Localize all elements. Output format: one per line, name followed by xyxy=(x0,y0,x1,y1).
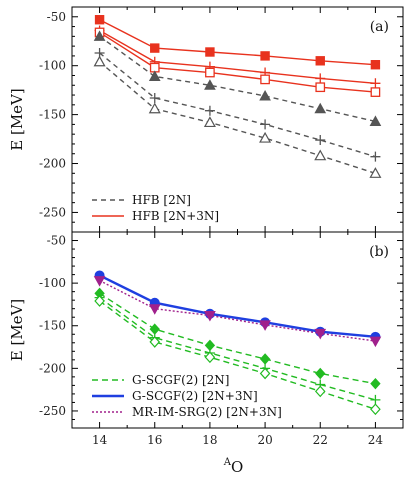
y-tick-label: -150 xyxy=(39,108,66,122)
data-point xyxy=(204,105,215,116)
x-axis-title-main: O xyxy=(231,458,243,476)
x-tick-label: 18 xyxy=(202,433,217,447)
data-point xyxy=(314,385,326,398)
data-point xyxy=(370,377,381,390)
y-tick-label: -250 xyxy=(39,404,66,418)
series-line xyxy=(99,297,376,401)
data-point xyxy=(93,55,106,67)
data-point xyxy=(370,394,381,405)
data-point xyxy=(370,403,381,416)
data-point xyxy=(204,79,216,90)
series-line xyxy=(99,29,376,85)
series-line xyxy=(99,292,376,385)
data-point xyxy=(369,336,382,348)
y-tick-label: -200 xyxy=(39,361,66,375)
data-point xyxy=(204,351,216,364)
data-point xyxy=(259,367,271,380)
data-point xyxy=(148,304,161,315)
data-point xyxy=(259,353,271,365)
data-point xyxy=(369,167,382,178)
data-point xyxy=(370,78,381,89)
data-point xyxy=(259,89,271,101)
x-axis-title-sup: A xyxy=(223,457,232,468)
data-point xyxy=(260,74,270,85)
data-point xyxy=(370,60,381,70)
x-tick-label: 14 xyxy=(92,433,108,447)
data-point xyxy=(260,119,271,130)
data-point xyxy=(203,116,216,128)
plot-frame xyxy=(71,6,404,233)
y-axis-title: E [MeV] xyxy=(8,299,26,362)
y-tick-label: -50 xyxy=(47,10,66,24)
data-point xyxy=(149,323,160,335)
data-point xyxy=(259,320,271,331)
data-point xyxy=(93,276,106,287)
data-point xyxy=(93,30,106,41)
y-tick-label: -100 xyxy=(39,276,66,290)
panel-b: 14 16 18 20 22 24 -250 -200 -150 -100 -50 E [MeV] (b… xyxy=(8,231,404,476)
legend-label: HFB [2N+3N] xyxy=(132,209,219,223)
series-line xyxy=(99,19,376,66)
data-point xyxy=(259,131,272,143)
data-point xyxy=(315,56,325,66)
series-line xyxy=(99,279,376,342)
panel-label: (a) xyxy=(370,19,389,35)
data-point xyxy=(315,135,326,146)
y-tick-label: -250 xyxy=(39,205,66,219)
series-line xyxy=(99,52,376,158)
data-point xyxy=(314,328,327,340)
series-line xyxy=(99,274,376,339)
y-tick-label: -100 xyxy=(39,59,66,73)
data-point xyxy=(150,43,160,53)
legend-label: G-SCGF(2) [2N] xyxy=(132,373,230,387)
data-point xyxy=(314,102,327,114)
data-point xyxy=(148,70,161,81)
y-tick-label: -50 xyxy=(47,234,66,248)
data-point xyxy=(315,73,326,84)
data-point xyxy=(149,336,161,348)
series-line xyxy=(99,61,376,174)
data-point xyxy=(369,115,382,126)
panel-label: (b) xyxy=(369,244,389,260)
x-tick-label: 16 xyxy=(147,433,162,447)
data-point xyxy=(370,151,381,162)
series-line xyxy=(99,35,376,123)
series-line xyxy=(99,300,376,410)
x-tick-label: 20 xyxy=(257,433,272,447)
data-point xyxy=(370,87,381,97)
y-tick-label: -150 xyxy=(39,319,66,333)
data-point xyxy=(149,92,160,103)
data-point xyxy=(314,149,327,161)
y-tick-label: -200 xyxy=(39,157,66,171)
data-point xyxy=(205,47,215,57)
y-axis-title: E [MeV] xyxy=(8,88,26,151)
series-line xyxy=(99,31,376,93)
x-tick-label: 22 xyxy=(313,433,328,447)
data-point xyxy=(315,367,326,380)
panel-a: -250 -200 -150 -100 -50 E [MeV] (a) HFB [2N] HFB… xyxy=(8,6,404,233)
x-tick-label: 24 xyxy=(368,433,384,447)
legend-label: HFB [2N] xyxy=(132,193,191,207)
data-point xyxy=(148,102,161,114)
legend-label: MR-IM-SRG(2) [2N+3N] xyxy=(132,405,282,419)
data-point xyxy=(205,67,215,78)
x-axis-title: AO xyxy=(223,457,244,476)
data-point xyxy=(94,15,105,25)
data-point xyxy=(260,51,270,61)
legend-label: G-SCGF(2) [2N+3N] xyxy=(132,389,258,403)
data-point xyxy=(204,311,216,322)
data-point xyxy=(94,295,105,307)
data-point xyxy=(315,82,326,93)
